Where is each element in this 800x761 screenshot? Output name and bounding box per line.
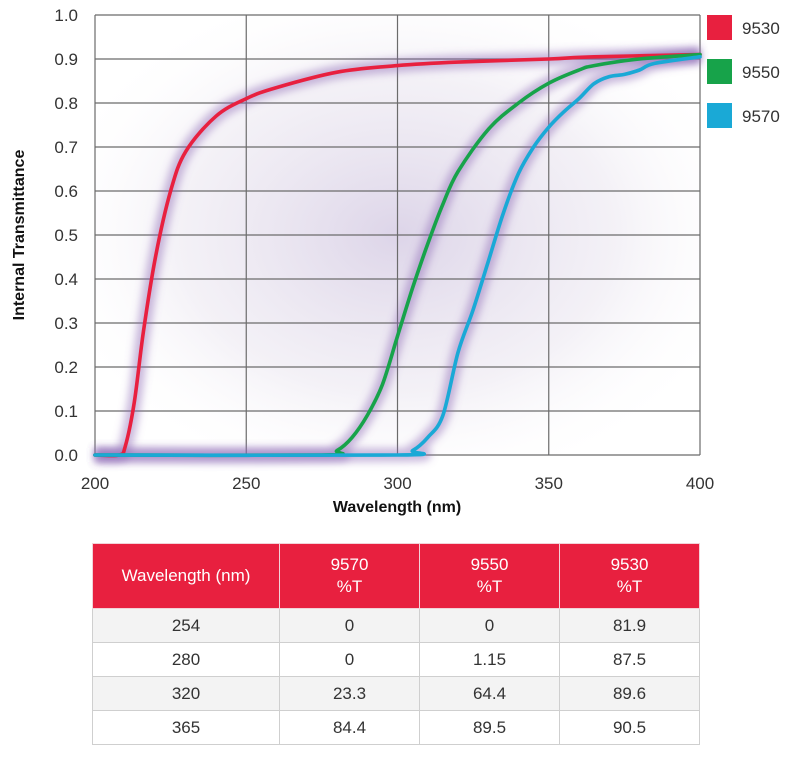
series-lines xyxy=(93,52,702,458)
y-tick-labels: 0.0 0.1 0.2 0.3 0.4 0.5 0.6 0.7 0.8 0.9 1.0 xyxy=(54,6,78,465)
y-axis-title: Internal Transmittance xyxy=(11,150,28,321)
y-tick-label: 0.3 xyxy=(54,314,78,333)
header-9550: 9550 %T xyxy=(419,543,560,609)
header-label: 9550 xyxy=(470,555,509,574)
legend: 9530 9550 9570 xyxy=(707,15,780,128)
table-cell: 365 xyxy=(92,710,280,745)
table-cell: 89.6 xyxy=(559,676,700,711)
y-tick-label: 0.7 xyxy=(54,138,78,157)
y-tick-label: 0.0 xyxy=(54,446,78,465)
table-cell: 254 xyxy=(92,608,280,643)
y-tick-label: 0.5 xyxy=(54,226,78,245)
header-wavelength: Wavelength (nm) xyxy=(92,543,280,609)
y-tick-label: 0.1 xyxy=(54,402,78,421)
header-9530: 9530 %T xyxy=(559,543,700,609)
table-cell: 23.3 xyxy=(279,676,420,711)
x-axis-title: Wavelength (nm) xyxy=(333,499,461,516)
legend-label-9550: 9550 xyxy=(742,63,780,82)
header-label: 9570 xyxy=(330,555,369,574)
header-label: Wavelength (nm) xyxy=(121,566,251,585)
x-tick-label: 300 xyxy=(383,474,411,493)
header-unit: %T xyxy=(616,577,643,596)
table-row: 320 23.3 64.4 89.6 xyxy=(92,676,700,711)
legend-swatch-9550 xyxy=(707,59,732,84)
header-unit: %T xyxy=(476,577,503,596)
y-tick-label: 1.0 xyxy=(54,6,78,25)
table-cell: 0 xyxy=(279,608,420,643)
y-tick-label: 0.4 xyxy=(54,270,78,289)
table-cell: 0 xyxy=(279,642,420,677)
table-row: 280 0 1.15 87.5 xyxy=(92,642,700,677)
table-cell: 0 xyxy=(419,608,560,643)
y-tick-label: 0.6 xyxy=(54,182,78,201)
table-cell: 87.5 xyxy=(559,642,700,677)
header-label: 9530 xyxy=(610,555,649,574)
y-tick-label: 0.2 xyxy=(54,358,78,377)
series-line-9530 xyxy=(93,52,702,458)
header-unit: %T xyxy=(336,577,363,596)
transmittance-table: Wavelength (nm) 9570 %T 9550 %T 9530 %T … xyxy=(92,543,700,745)
legend-swatch-9530 xyxy=(707,15,732,40)
x-tick-label: 350 xyxy=(535,474,563,493)
table-cell: 90.5 xyxy=(559,710,700,745)
transmittance-chart: 200 250 300 350 400 0.0 0.1 0.2 0.3 0.4 0.5 0.6 0.7… xyxy=(11,6,780,516)
table-cell: 280 xyxy=(92,642,280,677)
table-row: 254 0 0 81.9 xyxy=(92,608,700,643)
x-tick-label: 400 xyxy=(686,474,714,493)
table-cell: 81.9 xyxy=(559,608,700,643)
table-cell: 84.4 xyxy=(279,710,420,745)
header-9570: 9570 %T xyxy=(279,543,420,609)
legend-swatch-9570 xyxy=(707,103,732,128)
x-tick-label: 250 xyxy=(232,474,260,493)
table-cell: 89.5 xyxy=(419,710,560,745)
table-row: 365 84.4 89.5 90.5 xyxy=(92,710,700,745)
x-tick-labels: 200 250 300 350 400 xyxy=(81,474,714,493)
table-header-row: Wavelength (nm) 9570 %T 9550 %T 9530 %T xyxy=(92,543,700,609)
table-cell: 1.15 xyxy=(419,642,560,677)
series-line-9550 xyxy=(93,52,702,458)
y-tick-label: 0.9 xyxy=(54,50,78,69)
table-cell: 64.4 xyxy=(419,676,560,711)
series-line-9570 xyxy=(93,55,702,458)
legend-label-9570: 9570 xyxy=(742,107,780,126)
x-tick-label: 200 xyxy=(81,474,109,493)
legend-label-9530: 9530 xyxy=(742,19,780,38)
y-tick-label: 0.8 xyxy=(54,94,78,113)
table-cell: 320 xyxy=(92,676,280,711)
